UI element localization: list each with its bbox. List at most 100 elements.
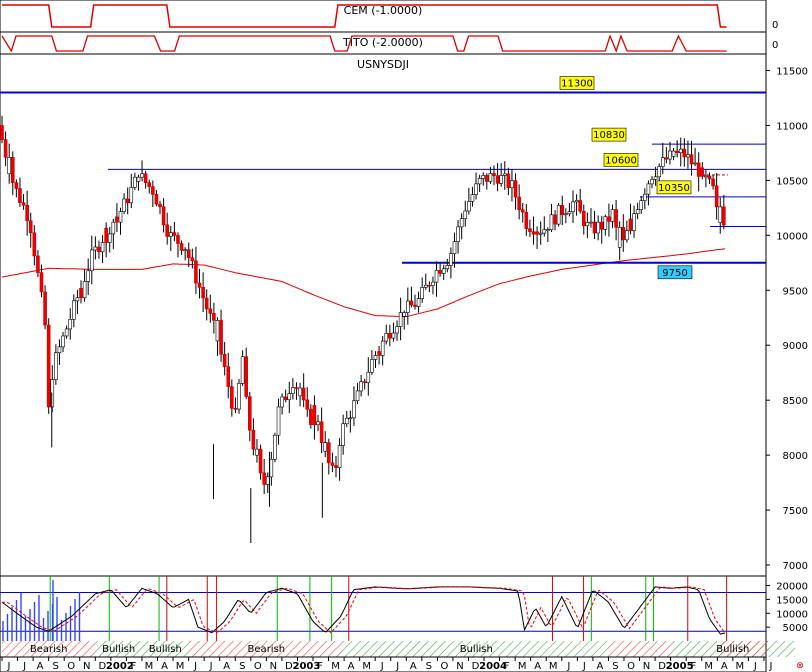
candle (104, 222, 108, 258)
candle (427, 281, 432, 293)
candle-body-down (176, 235, 180, 244)
candle (54, 344, 58, 385)
candle-body-down (194, 260, 198, 284)
cem-panel: CEM (-1.0000) 0 (0, 0, 778, 33)
candle-body-up (391, 332, 396, 339)
candle-body-up (459, 218, 464, 228)
candle (208, 294, 213, 323)
candle (348, 410, 353, 433)
candle-body-up (646, 183, 651, 195)
candle (678, 137, 683, 167)
candle (72, 294, 76, 328)
candle (459, 213, 464, 240)
candle (111, 218, 116, 250)
corner-icon[interactable]: ⊗ (796, 661, 804, 671)
candle (172, 221, 177, 242)
candle-body-up (510, 180, 514, 189)
candle (603, 214, 608, 236)
candle (366, 357, 371, 396)
tito-title: TITO (-2.0000) (342, 36, 423, 49)
candle-body-up (589, 221, 593, 224)
candle-body-up (718, 206, 723, 223)
candle-body-up (423, 284, 428, 288)
candle (222, 341, 227, 376)
regime-label-bullish: Bullish (716, 644, 749, 655)
candle-body-up (617, 227, 622, 248)
candle-body-up (463, 210, 468, 219)
y-tick-label: 7500 (783, 506, 808, 517)
candle-body-down (79, 288, 83, 299)
candle (722, 195, 726, 230)
x-tick-label: O (254, 661, 262, 672)
x-tick-label: D (472, 661, 480, 672)
candle-body-down (312, 405, 317, 426)
candle (513, 173, 518, 210)
candle (581, 204, 586, 235)
candle (323, 431, 328, 458)
candle (607, 203, 611, 237)
x-tick-label: S (426, 661, 432, 672)
candle-body-up (452, 241, 457, 255)
level-label-box (603, 153, 639, 167)
x-tick-label: J (380, 661, 384, 672)
level-label-9750: 9750 (657, 265, 693, 280)
candle (344, 410, 349, 428)
candle (370, 350, 374, 376)
candle (434, 261, 439, 297)
candle-body-down (32, 232, 37, 257)
cem-scale-zero: 0 (772, 20, 778, 31)
candle (327, 438, 331, 475)
candle (542, 216, 547, 237)
level-label-text: 10830 (593, 130, 625, 141)
candle-body-up (668, 150, 672, 160)
candle-body-up (370, 359, 374, 373)
candle-body-down (675, 150, 679, 154)
candle-body-up (406, 300, 410, 313)
candle (406, 287, 410, 325)
candle-body-down (3, 139, 8, 158)
candle (64, 325, 69, 339)
main-y-axis: 7000 7500 8000 8500 9000 9500 10000 10500 11000 1… (766, 66, 808, 572)
candle-body-down (495, 175, 500, 184)
candle (129, 173, 134, 209)
candles (0, 115, 726, 544)
candle (449, 247, 453, 279)
regime-band-bull (95, 641, 142, 657)
candle (273, 432, 277, 463)
candle (510, 169, 514, 202)
candle (546, 227, 550, 242)
candle (158, 200, 162, 215)
x-tick-label: S (239, 661, 245, 672)
x-tick-label: N (270, 661, 277, 672)
level-label-11300: 11300 (559, 76, 595, 90)
candle (377, 346, 381, 365)
candle-body-up (574, 200, 579, 203)
candle-body-up (129, 187, 134, 204)
candle (82, 269, 87, 302)
stochastic-k-line (1, 586, 726, 635)
candle (420, 277, 424, 303)
candle-body-up (344, 417, 349, 425)
candle (625, 220, 629, 243)
candle (714, 172, 719, 220)
candle-body-up (635, 209, 640, 215)
candle-body-up (273, 434, 277, 460)
x-tick-label: J (209, 661, 213, 672)
x-tick-label: J (753, 661, 757, 672)
x-tick-label: D (285, 661, 293, 672)
candle (86, 258, 90, 295)
candle (100, 235, 105, 264)
candle-body-up (585, 222, 590, 227)
candle (388, 324, 392, 347)
x-tick-label: N (643, 661, 650, 672)
candle-body-down (327, 442, 331, 464)
y-tick-label: 10000 (776, 231, 808, 242)
candle (452, 232, 457, 268)
candle (201, 272, 205, 313)
y-tick-label: 9500 (783, 286, 808, 297)
candle (621, 214, 626, 252)
candle (470, 186, 475, 207)
candle-body-up (445, 265, 450, 270)
candle (301, 373, 306, 408)
regime-bands: Bearish Bullish Bullish Bearish Bullish Bulli… (0, 591, 796, 657)
